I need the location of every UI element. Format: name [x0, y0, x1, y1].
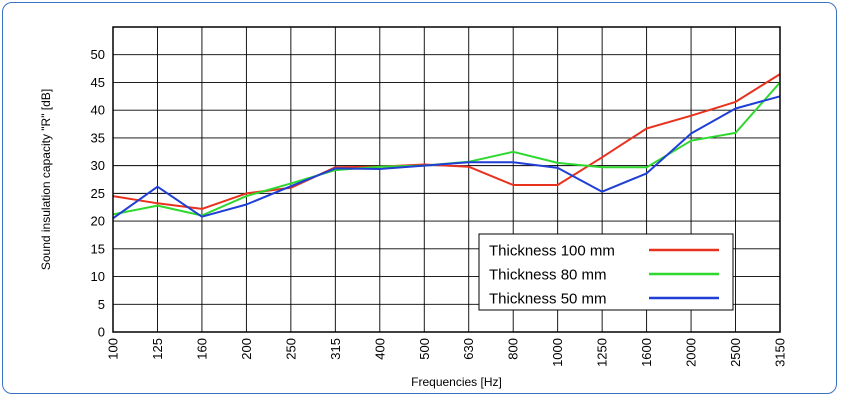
series-line-2: [112, 81, 781, 217]
y-axis-ticks: 0 5 10 15 20 25 30 35 40 45 50: [91, 47, 105, 339]
y-tick-label: 40: [91, 103, 105, 118]
y-tick-label: 30: [91, 158, 105, 173]
y-tick-label: 50: [91, 47, 105, 62]
y-tick-label: 35: [91, 130, 105, 145]
y-tick-label: 25: [91, 186, 105, 201]
legend: Thickness 100 mm Thickness 80 mm Thickness…: [478, 233, 734, 311]
chart-frame: [2, 2, 837, 394]
x-tick-label: 250: [283, 338, 298, 360]
legend-label: Thickness 50 mm: [489, 291, 607, 308]
series-lines: [112, 73, 781, 220]
x-tick-label: 315: [328, 338, 343, 360]
x-tick-label: 1000: [550, 338, 565, 367]
x-tick-label: 2000: [684, 338, 699, 367]
y-tick-label: 15: [91, 241, 105, 256]
x-tick-label: 630: [461, 338, 476, 360]
y-tick-label: 20: [91, 214, 105, 229]
x-tick-label: 500: [417, 338, 432, 360]
y-tick-label: 5: [98, 297, 105, 312]
x-tick-label: 3150: [773, 338, 788, 367]
y-tick-label: 0: [98, 325, 105, 340]
x-tick-label: 100: [106, 338, 121, 360]
plot-area-border: [112, 26, 781, 333]
legend-label: Thickness 100 mm: [489, 243, 615, 260]
x-tick-label: 1600: [639, 338, 654, 367]
series-line-3: [112, 95, 781, 220]
x-tick-label: 160: [194, 338, 209, 360]
legend-label: Thickness 80 mm: [489, 267, 607, 284]
x-axis-title: Frequencies [Hz]: [411, 375, 502, 389]
x-tick-label: 200: [239, 338, 254, 360]
x-tick-label: 400: [372, 338, 387, 360]
y-axis-title: Sound insulation capacity "R" [dB]: [39, 89, 53, 270]
y-tick-label: 10: [91, 269, 105, 284]
x-tick-label: 125: [150, 338, 165, 360]
x-axis-ticks: 100 125 160 200 250 315 400 500 630 800 1000 1250 16…: [106, 338, 788, 367]
y-tick-label: 45: [91, 75, 105, 90]
series-line-1: [112, 73, 781, 210]
x-tick-label: 800: [506, 338, 521, 360]
x-tick-label: 2500: [728, 338, 743, 367]
x-tick-label: 1250: [595, 338, 610, 367]
